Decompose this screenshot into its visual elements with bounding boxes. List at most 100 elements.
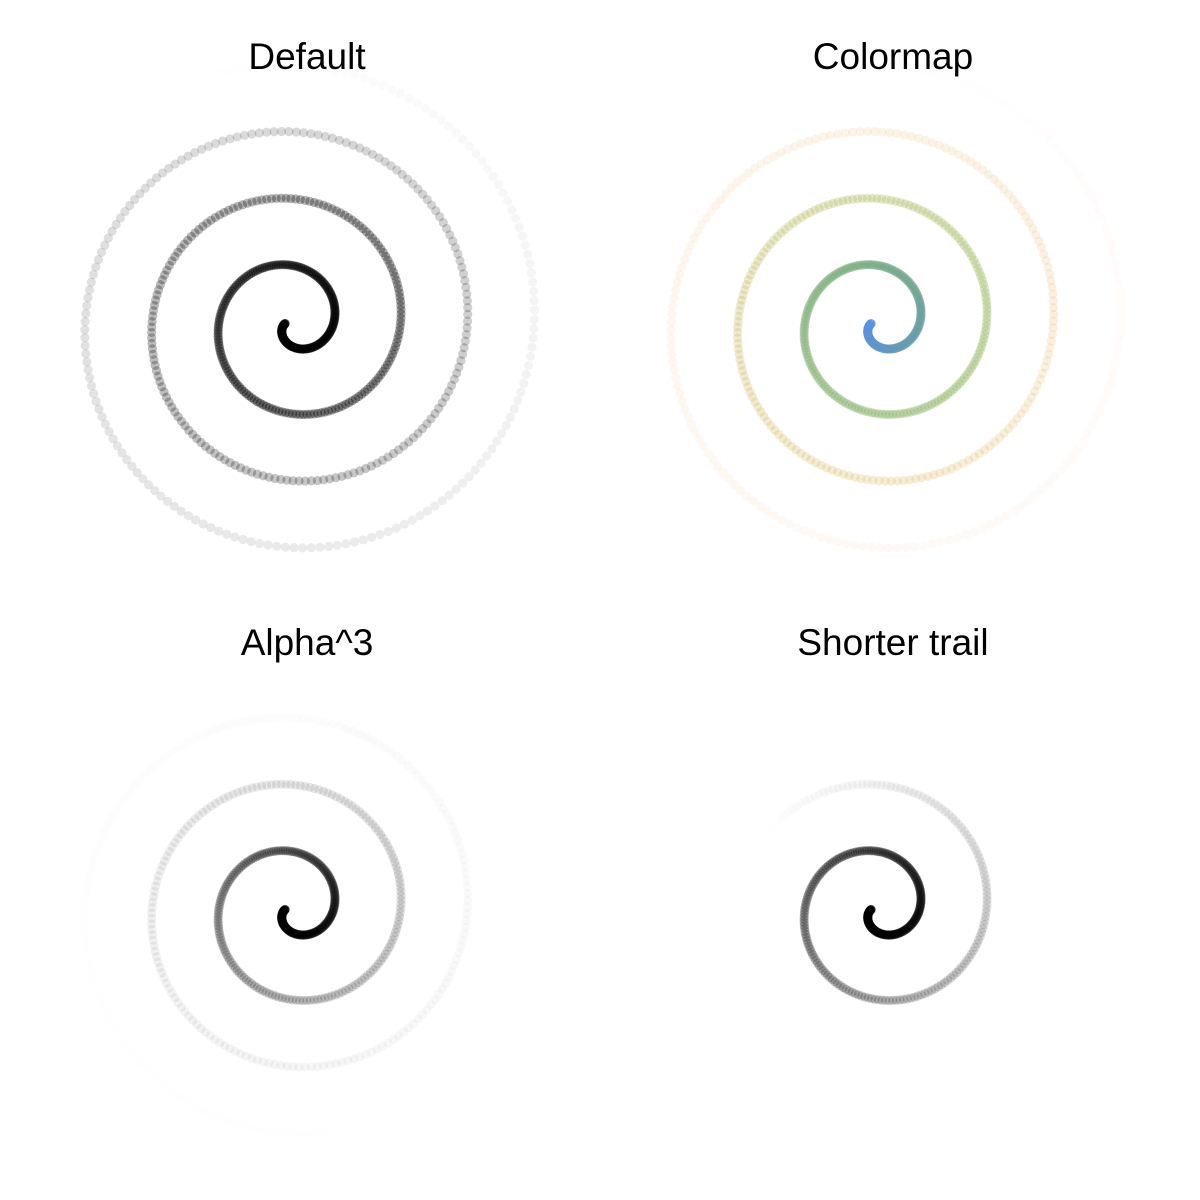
trail-point bbox=[980, 325, 991, 336]
trail-point bbox=[247, 979, 257, 989]
trail-point bbox=[902, 924, 912, 934]
trail-point bbox=[206, 801, 216, 811]
trail-point bbox=[980, 288, 990, 298]
trail-point bbox=[276, 260, 286, 270]
trail-point bbox=[421, 690, 430, 699]
trail-point bbox=[825, 130, 836, 140]
trail-point bbox=[885, 128, 895, 138]
trail-point bbox=[954, 965, 964, 975]
trail-point bbox=[378, 366, 388, 377]
trail-point bbox=[288, 928, 298, 938]
trail-point bbox=[806, 361, 816, 371]
trail-point bbox=[940, 977, 950, 988]
trail-point bbox=[328, 907, 338, 917]
trail-point bbox=[262, 262, 272, 272]
trail-point bbox=[527, 854, 536, 863]
trail-point bbox=[188, 429, 198, 440]
trail-point bbox=[238, 534, 248, 545]
trail-point bbox=[330, 310, 340, 320]
trail-point bbox=[378, 667, 387, 676]
trail-point bbox=[956, 237, 967, 247]
trail-point bbox=[940, 807, 951, 817]
trail-point bbox=[966, 363, 976, 373]
trail-point bbox=[1114, 277, 1124, 287]
trail-point bbox=[802, 349, 812, 359]
trail-point bbox=[843, 263, 853, 273]
trail-point bbox=[980, 445, 990, 455]
trail-point bbox=[230, 1046, 240, 1056]
trail-point bbox=[290, 929, 300, 939]
trail-point bbox=[252, 61, 261, 70]
trail-point bbox=[80, 325, 90, 335]
trail-point bbox=[489, 172, 498, 181]
trail-point bbox=[810, 205, 820, 215]
trail-point bbox=[808, 66, 817, 75]
trail-point bbox=[833, 197, 843, 207]
trail-point bbox=[298, 849, 308, 860]
trail-point bbox=[267, 990, 277, 1000]
trail-point bbox=[325, 474, 335, 484]
trail-point bbox=[1113, 342, 1123, 352]
trail-point bbox=[990, 437, 1000, 447]
trail-point bbox=[272, 60, 281, 69]
trail-point bbox=[796, 212, 806, 223]
trail-point bbox=[820, 968, 830, 978]
trail-point bbox=[283, 260, 293, 270]
trail-point bbox=[344, 984, 354, 994]
trail-point bbox=[959, 959, 969, 969]
trail-point bbox=[805, 944, 815, 954]
trail-point bbox=[150, 360, 160, 370]
trail-point bbox=[1104, 232, 1113, 241]
trail-point bbox=[292, 929, 302, 939]
trail-point bbox=[946, 387, 956, 397]
trail-point bbox=[309, 995, 319, 1005]
trail-point bbox=[176, 829, 186, 839]
trail-point bbox=[328, 319, 338, 330]
trail-point bbox=[915, 318, 925, 328]
trail-point bbox=[799, 909, 809, 919]
trail-point bbox=[674, 269, 685, 280]
trail-point bbox=[819, 201, 829, 211]
trail-point bbox=[1057, 149, 1066, 158]
trail-point bbox=[369, 663, 378, 672]
trail-point bbox=[862, 779, 872, 789]
trail-point bbox=[216, 349, 226, 359]
trail-point bbox=[396, 317, 406, 327]
trail-point bbox=[257, 849, 267, 859]
trail-point bbox=[395, 907, 405, 918]
trail-point bbox=[83, 951, 92, 960]
trail-point bbox=[392, 165, 402, 175]
trail-point bbox=[856, 473, 866, 484]
trail-point bbox=[816, 282, 826, 292]
trail-point bbox=[206, 523, 216, 533]
trail-point bbox=[792, 215, 802, 225]
trail-point bbox=[871, 260, 881, 270]
trail-point bbox=[264, 989, 274, 999]
trail-point bbox=[733, 327, 743, 338]
trail-point bbox=[151, 881, 161, 891]
trail-point bbox=[170, 837, 180, 848]
trail-point bbox=[396, 903, 406, 913]
trail-point bbox=[376, 956, 386, 966]
trail-point bbox=[666, 317, 676, 327]
trail-point bbox=[225, 1044, 235, 1054]
trail-point bbox=[230, 460, 240, 470]
trail-point bbox=[886, 781, 896, 791]
trail-point bbox=[85, 959, 94, 968]
trail-point bbox=[782, 437, 792, 448]
trail-point bbox=[392, 337, 402, 348]
trail-point bbox=[1049, 309, 1059, 319]
trail-point bbox=[857, 260, 867, 270]
trail-point bbox=[170, 407, 180, 417]
trail-point bbox=[915, 297, 925, 308]
trail-point bbox=[799, 911, 809, 922]
trail-point bbox=[827, 857, 838, 868]
trail-point bbox=[318, 336, 328, 346]
trail-point bbox=[262, 194, 272, 204]
trail-point bbox=[978, 337, 988, 348]
trail-point bbox=[913, 204, 923, 214]
trail-point bbox=[354, 977, 364, 988]
trail-point bbox=[312, 858, 323, 868]
trail-point bbox=[147, 333, 157, 343]
trail-point bbox=[82, 357, 92, 367]
